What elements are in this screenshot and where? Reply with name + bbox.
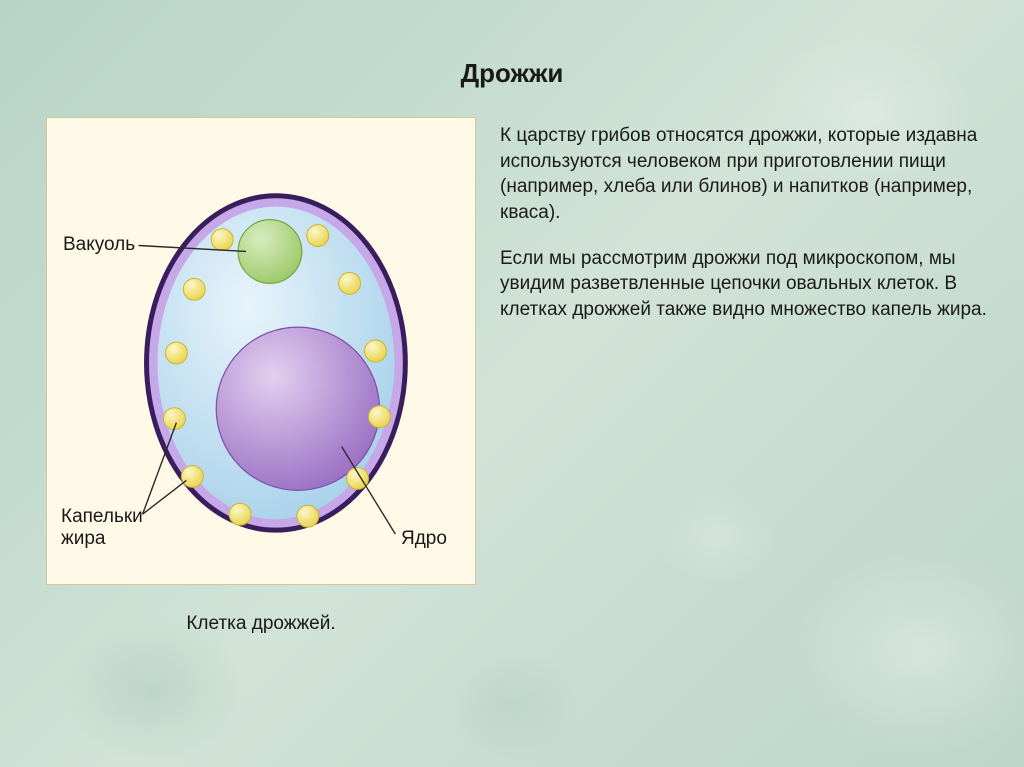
- label-fat-drops: Капельки жира: [61, 506, 143, 550]
- vacuole: [238, 220, 302, 284]
- fat-droplet: [165, 342, 187, 364]
- label-nucleus: Ядро: [401, 528, 447, 550]
- nucleus: [216, 327, 379, 490]
- fat-droplet: [297, 505, 319, 527]
- diagram-column: Вакуоль Капельки жира Ядро Клетка дрожже…: [46, 117, 476, 635]
- label-vacuole: Вакуоль: [63, 234, 135, 256]
- fat-droplet: [229, 503, 251, 525]
- page-title: Дрожжи: [0, 0, 1024, 89]
- two-column-layout: Вакуоль Капельки жира Ядро Клетка дрожже…: [0, 89, 1024, 635]
- text-column: К царству грибов относятся дрожжи, котор…: [500, 117, 988, 635]
- fat-droplet: [365, 340, 387, 362]
- fat-droplet: [183, 278, 205, 300]
- paragraph-1: К царству грибов относятся дрожжи, котор…: [500, 123, 988, 226]
- diagram-caption: Клетка дрожжей.: [46, 613, 476, 635]
- slide-content: Дрожжи: [0, 0, 1024, 767]
- fat-droplet: [339, 272, 361, 294]
- fat-droplet: [307, 225, 329, 247]
- fat-droplet: [368, 406, 390, 428]
- cell-diagram: Вакуоль Капельки жира Ядро: [46, 117, 476, 585]
- paragraph-2: Если мы рассмотрим дрожжи под микроскопо…: [500, 246, 988, 323]
- fat-droplet: [181, 465, 203, 487]
- fat-droplet: [211, 229, 233, 251]
